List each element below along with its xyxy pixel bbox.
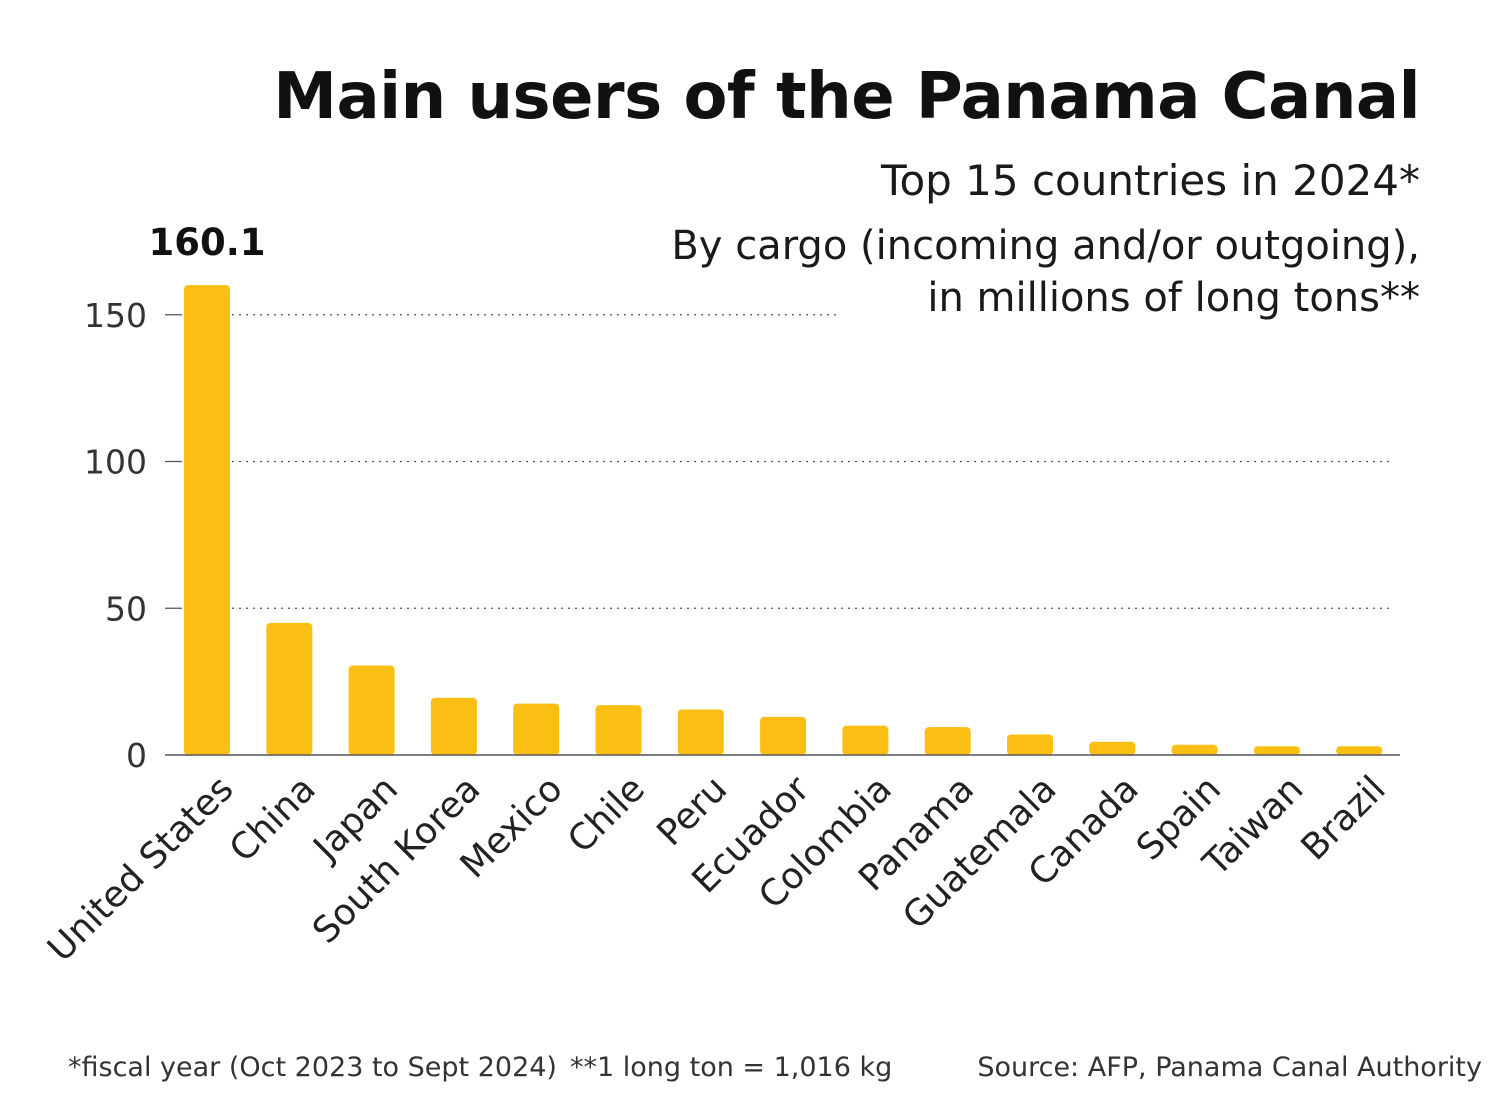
chart-description: By cargo (incoming and/or outgoing), in … bbox=[671, 220, 1420, 324]
x-tick-label: Brazil bbox=[1294, 768, 1394, 868]
description-line-1: By cargo (incoming and/or outgoing), bbox=[671, 223, 1420, 269]
bar-mexico bbox=[513, 703, 560, 755]
bar-ecuador bbox=[760, 716, 807, 755]
x-tick-label: United States bbox=[40, 768, 241, 969]
bar-guatemala bbox=[1007, 734, 1053, 755]
y-tick-label: 150 bbox=[84, 296, 147, 335]
bar-canada bbox=[1089, 741, 1136, 755]
bar-panama bbox=[924, 727, 971, 755]
description-line-2: in millions of long tons** bbox=[927, 275, 1420, 321]
chart-title: Main users of the Panama Canal bbox=[273, 60, 1420, 134]
bar-united-states bbox=[184, 285, 230, 755]
bar-taiwan bbox=[1253, 746, 1300, 755]
data-label-united-states: 160.1 bbox=[148, 221, 265, 264]
bar-china bbox=[266, 622, 313, 755]
source-note: Source: AFP, Panama Canal Authority bbox=[977, 1052, 1482, 1083]
x-tick-label: Chile bbox=[560, 768, 653, 861]
footnote-fiscal-year: *fiscal year (Oct 2023 to Sept 2024) bbox=[68, 1052, 557, 1083]
bar-chile bbox=[595, 705, 642, 755]
y-tick-label: 50 bbox=[105, 589, 147, 628]
chart-subtitle: Top 15 countries in 2024* bbox=[880, 156, 1420, 205]
y-tick-label: 0 bbox=[126, 736, 147, 775]
bar-peru bbox=[677, 709, 724, 755]
bar-brazil bbox=[1336, 746, 1383, 755]
footnote-long-ton: **1 long ton = 1,016 kg bbox=[570, 1052, 893, 1083]
bar-spain bbox=[1171, 744, 1218, 755]
bar-colombia bbox=[842, 725, 889, 755]
bar-south-korea bbox=[430, 697, 477, 755]
x-tick-label: China bbox=[222, 768, 324, 870]
y-tick-label: 100 bbox=[84, 443, 147, 482]
bar-japan bbox=[348, 665, 395, 755]
